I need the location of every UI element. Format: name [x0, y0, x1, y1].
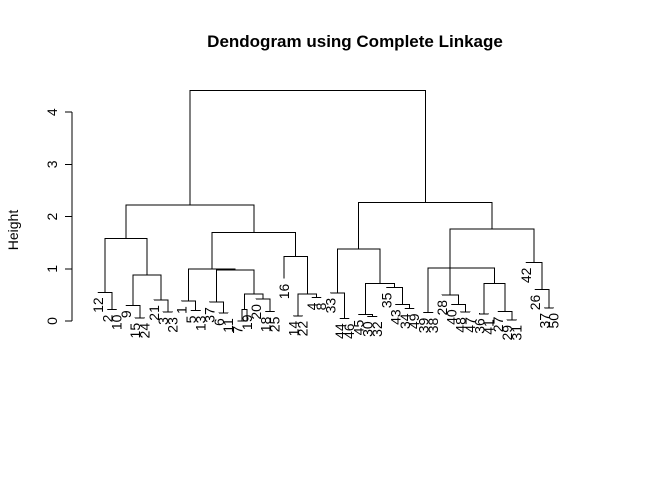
y-tick-label: 2: [44, 212, 60, 220]
leaf-label-35: 35: [378, 292, 394, 308]
leaf-label-49: 49: [406, 313, 422, 329]
leaf-label-1: 1: [174, 306, 190, 314]
leaf-label-36: 36: [471, 318, 487, 334]
merge-18: [188, 268, 236, 302]
leaf-label-2: 2: [99, 314, 115, 322]
leaf-label-40: 40: [443, 309, 459, 325]
leaf-labels: 1221091524213231513376117192018251614224…: [90, 267, 562, 340]
y-axis-label: Height: [5, 210, 21, 251]
leaf-label-37: 37: [202, 307, 218, 323]
leaf-label-37: 37: [536, 313, 552, 329]
leaf-label-15: 15: [127, 323, 143, 339]
leaf-label-32: 32: [369, 321, 385, 337]
leaf-label-41: 41: [481, 319, 497, 335]
leaf-label-30: 30: [360, 321, 376, 337]
leaf-label-45: 45: [350, 320, 366, 336]
leaf-label-9: 9: [118, 310, 134, 318]
leaf-label-46: 46: [341, 323, 357, 339]
y-tick-label: 1: [44, 265, 60, 273]
merge-49: [189, 89, 426, 206]
leaf-label-33: 33: [323, 298, 339, 314]
leaf-label-20: 20: [248, 304, 264, 320]
merge-41: [483, 282, 506, 315]
merge-12: [237, 309, 248, 322]
leaf-label-26: 26: [527, 294, 543, 310]
leaf-label-8: 8: [313, 302, 329, 310]
y-tick-label: 4: [44, 108, 60, 116]
leaf-label-14: 14: [285, 321, 301, 337]
leaf-label-13: 13: [192, 315, 208, 331]
leaf-label-39: 39: [416, 317, 432, 333]
merge-33: [336, 248, 381, 293]
leaf-label-42: 42: [518, 267, 534, 283]
leaf-label-24: 24: [137, 323, 153, 339]
leaf-label-19: 19: [239, 314, 255, 330]
leaf-label-43: 43: [388, 309, 404, 325]
leaf-label-16: 16: [276, 284, 292, 300]
leaf-label-27: 27: [490, 316, 506, 332]
leaf-label-11: 11: [220, 318, 236, 333]
leaf-label-18: 18: [257, 316, 273, 332]
leaf-label-7: 7: [230, 326, 246, 334]
leaf-label-44: 44: [332, 323, 348, 339]
merge-23: [211, 231, 297, 269]
leaf-label-31: 31: [509, 325, 525, 341]
merge-7: [104, 238, 148, 293]
y-tick-label: 0: [44, 317, 60, 325]
y-axis: 0 1 2 3 4: [44, 108, 73, 325]
leaf-label-12: 12: [90, 297, 106, 313]
merge-48: [358, 202, 493, 249]
merge-30: [395, 303, 411, 309]
leaf-label-48: 48: [453, 317, 469, 333]
merge-6: [132, 274, 162, 306]
leaf-label-3: 3: [155, 317, 171, 325]
leaf-label-21: 21: [146, 305, 162, 321]
leaf-label-38: 38: [425, 317, 441, 333]
leaf-label-10: 10: [109, 314, 125, 330]
leaf-label-47: 47: [462, 317, 478, 333]
merge-24: [125, 204, 255, 239]
merge-43: [427, 267, 473, 313]
leaf-label-5: 5: [183, 315, 199, 323]
y-tick-label: 3: [44, 160, 60, 168]
chart-title: Dendogram using Complete Linkage: [207, 32, 503, 51]
leaf-label-4: 4: [304, 302, 320, 310]
leaf-label-25: 25: [267, 316, 283, 332]
leaf-label-23: 23: [164, 317, 180, 333]
leaf-label-6: 6: [211, 318, 227, 326]
leaf-label-29: 29: [499, 325, 515, 341]
merge-17: [216, 269, 255, 303]
merge-47: [449, 228, 535, 268]
merge-42: [449, 267, 495, 295]
leaf-label-34: 34: [397, 313, 413, 329]
leaf-label-28: 28: [434, 300, 450, 316]
dendrogram-tree: [97, 89, 555, 322]
leaf-label-22: 22: [295, 321, 311, 337]
leaf-label-50: 50: [546, 313, 562, 329]
